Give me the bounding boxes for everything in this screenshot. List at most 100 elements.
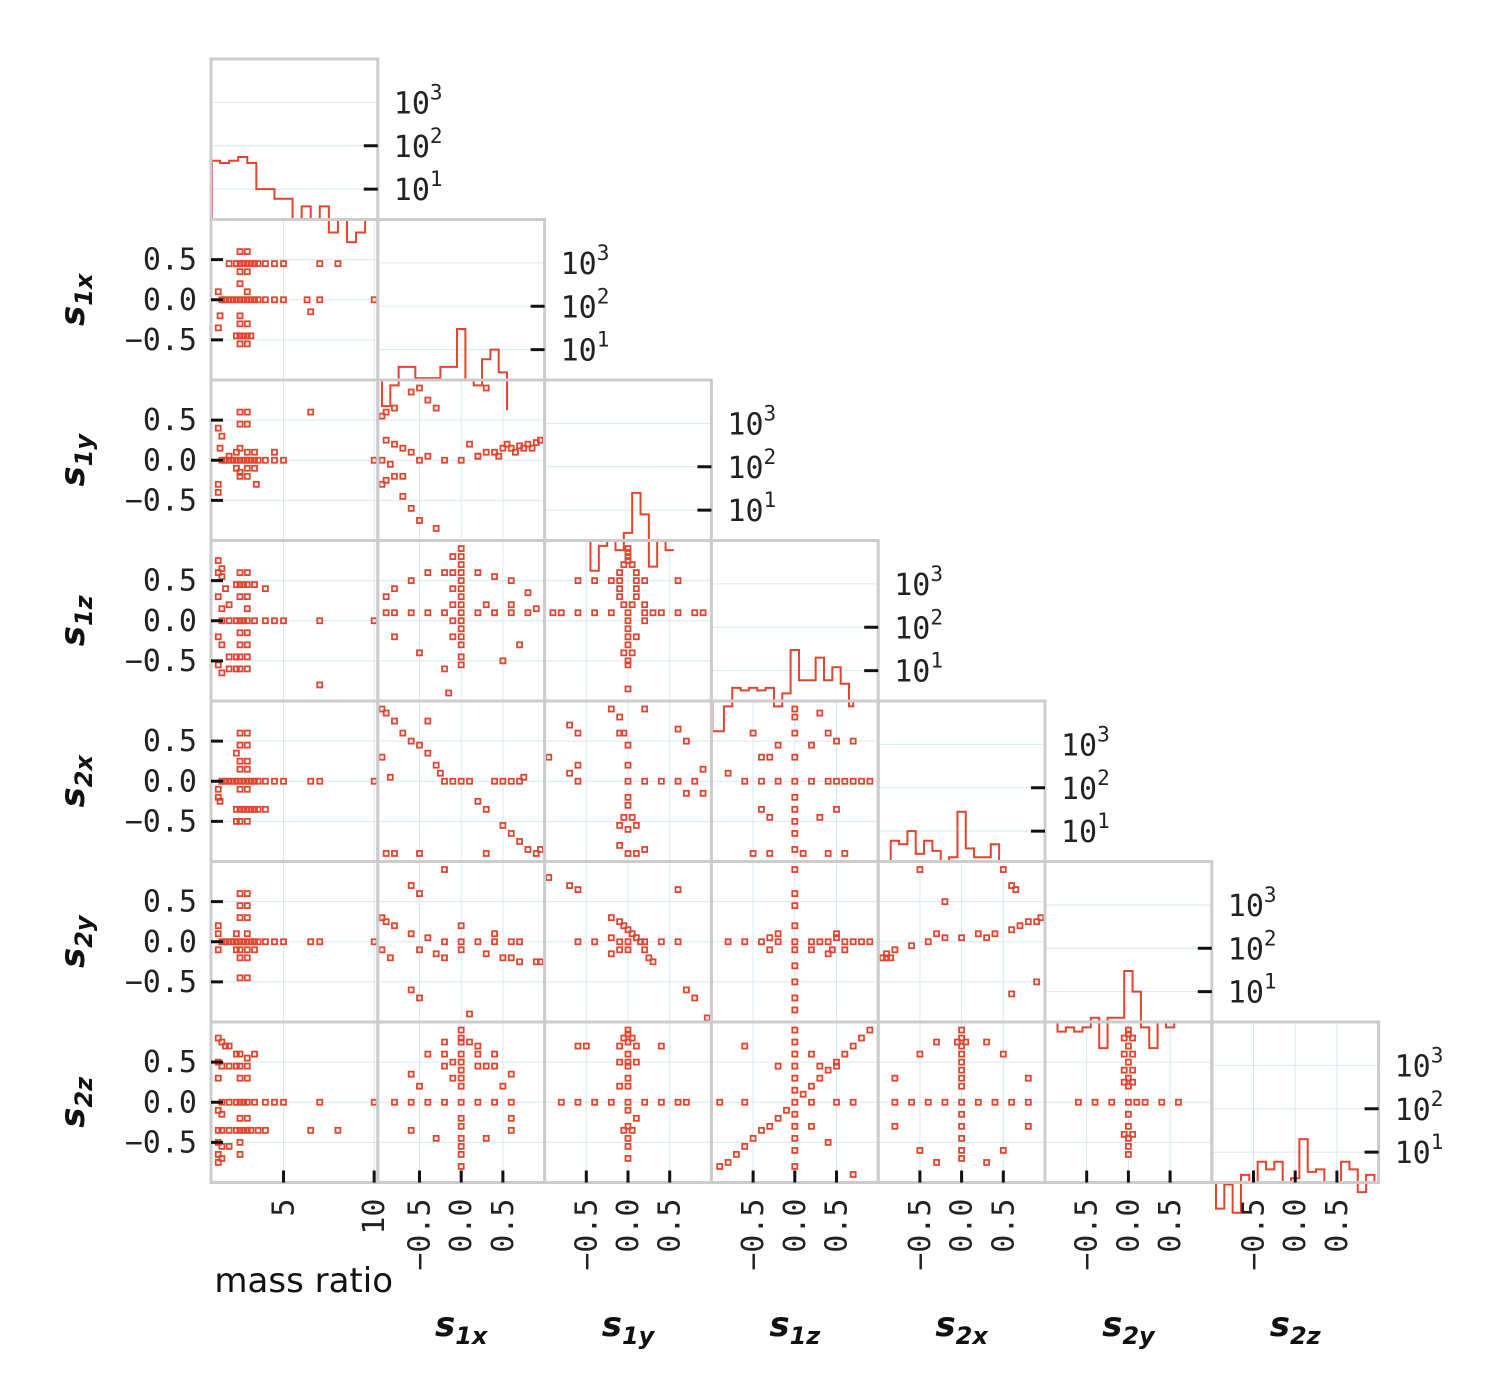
hist-tick-label: 103 [894,562,943,603]
data-point [243,757,251,765]
data-point [824,777,832,785]
data-point [816,1074,824,1082]
data-point [849,1098,857,1106]
data-point [1016,922,1024,930]
data-point [628,649,636,657]
data-point [791,753,799,761]
data-point [566,769,574,777]
data-point [624,1074,632,1082]
hist-tick-label: 101 [1395,1130,1444,1171]
y-tick-label: −0.5 [125,483,197,518]
hist-tick-base: 10 [561,247,597,282]
data-point [416,517,423,524]
data-point [399,444,407,452]
data-point [466,440,473,448]
data-point [407,609,415,617]
data-point [243,1062,251,1070]
hist-tick-base: 10 [561,334,597,369]
data-point [214,922,222,930]
data-point [616,821,624,829]
data-point [271,260,278,268]
data-point [236,765,244,773]
data-point [958,1066,965,1074]
data-point [391,717,398,725]
data-point [649,958,657,966]
data-point [891,1098,899,1106]
data-point [229,456,237,464]
data-point [218,641,226,649]
scatter-s2x-s2y [878,866,1045,998]
data-point [424,717,432,725]
data-point [236,1138,244,1146]
data-point [624,1106,632,1114]
hist-tick-exponent: 3 [1431,1043,1444,1067]
hist-tick-label: 103 [561,241,610,282]
data-point [620,729,628,737]
data-point [218,432,226,440]
data-point [620,813,628,821]
data-point [416,456,423,464]
data-point [457,1082,465,1090]
data-point [457,1151,465,1158]
data-point [247,938,255,946]
data-point [941,898,949,906]
data-point [624,641,632,649]
y-tick-label: −0.5 [125,804,197,839]
data-point [391,1098,398,1106]
grid-layer [211,101,1379,1183]
data-point [243,617,251,625]
data-point [232,938,240,946]
data-point [624,801,632,809]
data-point [682,1098,690,1106]
data-point [758,753,765,761]
data-point [218,605,226,613]
data-point [236,1151,244,1158]
data-point [674,886,682,893]
hist-tick-base: 10 [1061,728,1097,763]
data-point [236,1074,244,1082]
data-point [232,653,240,661]
data-point [766,1122,774,1130]
data-point [924,938,932,946]
data-point [214,557,222,564]
hist-tick-base: 10 [1228,932,1264,967]
data-point [507,1126,515,1134]
hist-tick-base: 10 [394,130,430,165]
data-point [1125,1030,1132,1038]
data-point [1141,1098,1149,1106]
x-axis-label-s1x: s1x [435,1305,489,1350]
data-point [674,938,682,946]
data-point [741,938,749,946]
data-point [243,805,251,813]
data-point [607,1098,615,1106]
data-point [243,320,251,328]
data-point [407,1126,415,1134]
data-point [236,593,244,601]
hist-tick-exponent: 2 [1097,766,1110,790]
data-point [758,1126,765,1134]
data-point [407,1098,415,1106]
data-point [858,1034,865,1042]
data-point [958,934,965,942]
data-point [816,813,824,821]
data-point [574,886,582,893]
axis-label-base: s [53,306,93,326]
data-point [520,773,528,781]
data-point [991,930,999,938]
hist-tick-label: 102 [727,445,776,486]
data-point [499,657,507,665]
data-point [849,737,857,745]
data-point [791,777,799,785]
data-point [791,846,799,853]
data-point [841,850,849,857]
data-point [491,938,498,946]
data-point [240,332,248,340]
y-tick-label: 0.5 [143,564,197,599]
data-point [999,1050,1007,1058]
data-point [391,404,398,412]
data-point [457,946,465,954]
data-point [251,448,258,456]
data-point [1120,1050,1128,1058]
data-point [791,1050,799,1058]
data-point [243,629,251,637]
